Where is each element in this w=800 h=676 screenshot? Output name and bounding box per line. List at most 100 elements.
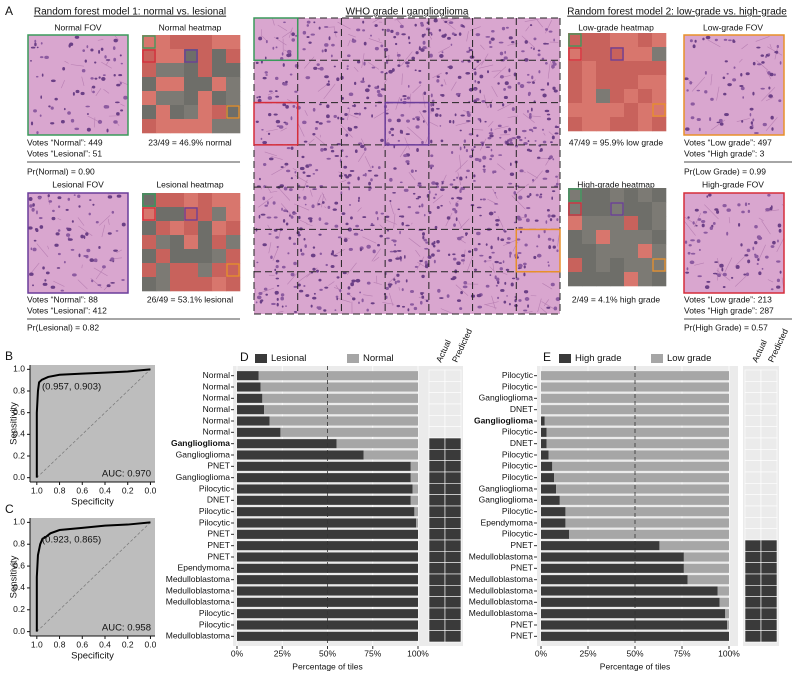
nucleus [348,92,354,97]
fiber [337,21,351,30]
nucleus [377,166,381,170]
bar-segment [237,631,418,641]
nucleus [31,207,35,212]
nucleus [115,101,120,104]
nucleus [412,192,416,195]
nucleus [745,272,750,277]
nucleus [774,50,779,54]
fiber [373,282,382,285]
fiber [328,26,335,28]
nucleus [413,306,418,311]
nucleus [303,195,307,200]
nucleus [555,175,558,178]
heatmap-cell [624,230,639,245]
fiber [537,298,542,312]
heatmap-cell [226,249,241,264]
nucleus [519,169,524,173]
nucleus [333,65,336,68]
bar-segment [237,473,411,483]
nucleus [447,66,450,68]
heatmap-cell [624,75,639,90]
nucleus [477,305,483,309]
nucleus [710,97,714,101]
status-cell [444,585,462,597]
tissue-image [27,34,129,136]
heatmap-cell [212,221,227,236]
fiber [766,70,772,80]
nucleus [431,181,436,185]
status-cell [760,505,778,518]
fiber [497,163,506,171]
fiber [266,185,271,193]
nucleus [504,50,507,54]
heatmap-cell [198,77,213,92]
nucleus [423,238,427,242]
nucleus [391,134,394,137]
nucleus [336,297,339,301]
nucleus [415,197,420,200]
fiber [524,18,539,22]
nucleus [310,253,316,258]
nucleus [451,32,455,36]
nucleus [353,125,358,129]
y-tick-label: Pilocytic [199,483,231,493]
y-axis-label: Sensitivity [9,555,20,598]
nucleus [547,214,551,218]
nucleus [742,96,745,99]
fiber [373,256,380,262]
y-tick-label: 0.8 [13,538,25,548]
nucleus [440,188,445,192]
heatmap-cell [212,91,227,106]
nucleus [38,216,43,220]
heatmap-cell [142,249,157,264]
nucleus [697,275,702,278]
nucleus [721,267,724,272]
nucleus [324,286,329,289]
fiber [438,46,451,53]
nucleus [421,203,424,208]
heatmap-cell [568,33,583,48]
heatmap-cell [652,117,667,132]
nucleus [752,61,756,66]
nucleus [60,289,64,292]
nucleus [385,295,388,300]
nucleus [689,81,693,85]
nucleus [494,191,497,194]
nucleus [330,265,335,268]
nucleus [333,254,338,257]
nucleus [421,140,424,145]
nucleus [313,66,318,70]
nucleus [732,40,736,43]
status-cell [744,596,762,609]
nucleus [441,180,445,183]
nucleus [83,235,86,240]
nucleus [305,294,310,297]
nucleus [463,145,466,149]
nucleus [694,39,697,43]
nucleus [357,199,360,203]
nucleus [777,239,779,243]
fiber [458,220,463,229]
heatmap-highlight [568,47,582,61]
fiber [260,186,263,190]
status-cell [428,585,446,597]
nucleus [326,120,331,123]
nucleus [284,162,289,166]
nucleus [769,207,773,211]
status-cell [744,437,762,450]
heatmap-cell [610,117,625,132]
nucleus [315,120,319,124]
nucleus [82,49,86,52]
fiber [103,89,110,94]
heatmap-cell [156,235,171,250]
nucleus [481,142,484,147]
x-tick-label: 25% [579,648,596,658]
nucleus [68,43,71,48]
status-cell [444,483,462,495]
heatmap-cell [652,244,667,259]
fiber [297,122,305,137]
fiber [401,73,403,85]
nucleus [454,209,458,214]
heatmap-cell [226,49,241,64]
nucleus [385,237,390,240]
